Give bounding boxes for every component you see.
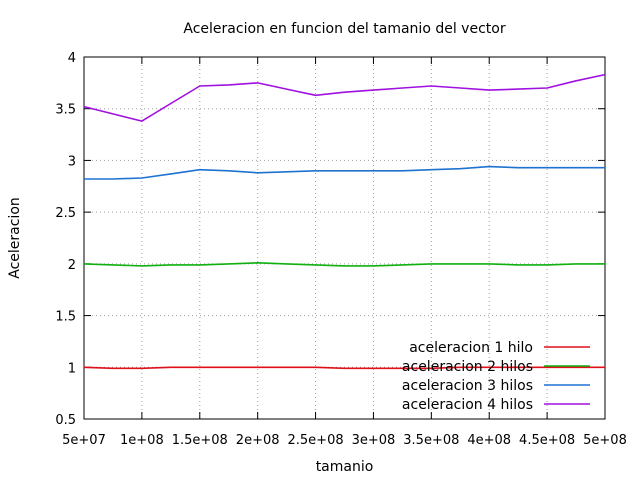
x-axis-label: tamanio (316, 459, 374, 475)
x-tick-label: 3.5e+08 (403, 433, 459, 448)
legend-label-4: aceleracion 4 hilos (402, 397, 533, 413)
series-lines (83, 73, 606, 370)
x-tick-label: 1.5e+08 (172, 433, 228, 448)
x-tick-label: 3e+08 (352, 433, 396, 448)
y-tick-label: 2.5 (55, 206, 76, 221)
legend-label-3: aceleracion 3 hilos (402, 378, 533, 394)
y-tick-label: 0.5 (55, 413, 76, 428)
legend: aceleracion 1 hilo aceleracion 2 hilos ace… (402, 340, 590, 413)
x-tick-label: 2e+08 (236, 433, 280, 448)
y-tick-label: 3.5 (55, 103, 76, 118)
y-tick-label: 1 (68, 361, 76, 376)
series-line-2 (83, 261, 605, 267)
plot-area-frame (83, 56, 606, 420)
series-line-4 (83, 73, 606, 122)
series-line-3 (84, 165, 605, 180)
legend-label-2: aceleracion 2 hilos (402, 359, 533, 375)
chart-title: Aceleracion en funcion del tamanio del v… (183, 21, 505, 37)
x-tick-label: 1e+08 (120, 433, 164, 448)
y-tick-label: 3 (68, 154, 76, 169)
series-line-1 (83, 366, 605, 370)
y-tick-label: 1.5 (55, 310, 76, 325)
x-tick-label: 5e+07 (62, 433, 106, 448)
x-tick-label: 4.5e+08 (519, 433, 575, 448)
axis-ticks: 0.5 1 1.5 2 2.5 3 3.5 4 5e+07 1e+08 1.5e+08 2e+08 2.… (55, 51, 627, 448)
x-tick-label: 2.5e+08 (288, 433, 344, 448)
x-tick-label: 4e+08 (467, 433, 511, 448)
y-tick-label: 4 (68, 51, 76, 66)
legend-label-1: aceleracion 1 hilo (409, 340, 533, 356)
grid (84, 57, 605, 419)
x-tick-label: 5e+08 (583, 433, 627, 448)
y-tick-label: 2 (68, 258, 76, 273)
y-axis-label: Aceleracion (7, 197, 23, 279)
